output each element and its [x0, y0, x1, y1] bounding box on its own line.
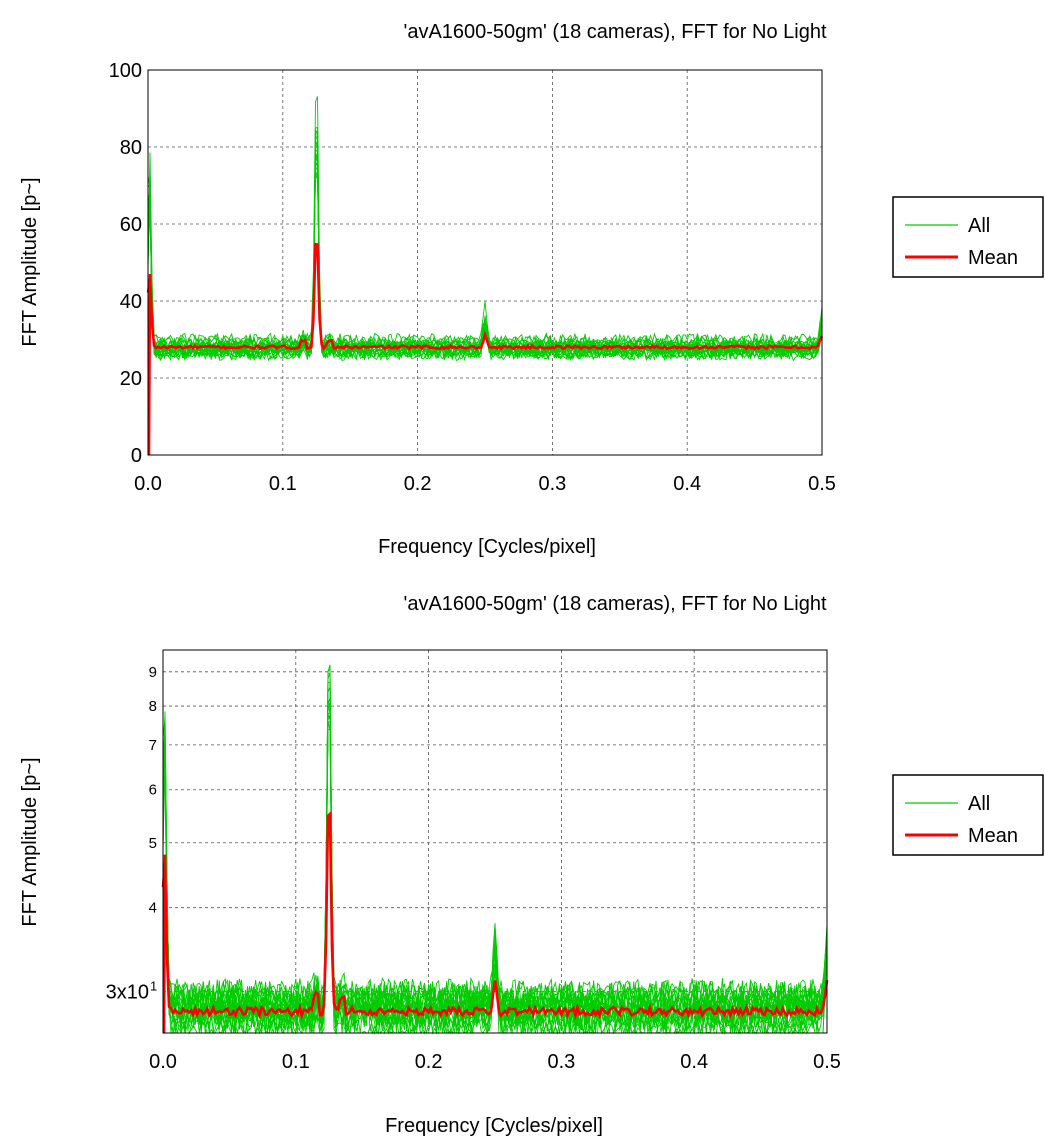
x-tick-label: 0.0 — [149, 1051, 177, 1073]
y-tick-label: 3x10 — [106, 981, 149, 1003]
y-tick-exponent: 1 — [150, 978, 157, 993]
legend: All Mean — [892, 196, 1044, 278]
x-tick-label: 0.2 — [404, 473, 432, 495]
y-tick-label: 8 — [149, 698, 157, 715]
series-all-line — [162, 702, 828, 1029]
x-axis-label: Frequency [Cycles/pixel] — [378, 536, 596, 558]
y-tick-label: 4 — [149, 900, 157, 917]
x-tick-label: 0.5 — [813, 1051, 841, 1073]
y-tick-labels: 0 20 40 60 80 100 — [109, 60, 142, 467]
series-all-line — [162, 714, 828, 1022]
x-tick-label: 0.1 — [282, 1051, 310, 1073]
y-tick-label: 40 — [120, 291, 142, 313]
legend-box — [892, 196, 1044, 278]
series-group — [146, 96, 824, 456]
y-tick-label: 80 — [120, 137, 142, 159]
legend-label-mean: Mean — [968, 247, 1018, 269]
chart-title: 'avA1600-50gm' (18 cameras), FFT for No … — [404, 593, 827, 615]
y-axis-label: FFT Amplitude [p~] — [19, 757, 41, 926]
series-all-line — [162, 668, 828, 1033]
series-all-line — [147, 96, 823, 348]
series-all-line — [162, 721, 828, 1028]
legend-box — [892, 774, 1044, 856]
series-all-line — [162, 672, 828, 1035]
chart-bottom: 'avA1600-50gm' (18 cameras), FFT for No … — [19, 593, 1044, 1137]
series-all-line — [147, 169, 823, 360]
legend-label-all: All — [968, 215, 990, 237]
series-all-line — [162, 686, 828, 1012]
y-tick-label: 7 — [149, 737, 157, 754]
plot-frame — [147, 69, 823, 456]
x-tick-label: 0.0 — [134, 473, 162, 495]
y-tick-label: 20 — [120, 368, 142, 390]
series-mean-line — [146, 242, 824, 352]
y-tick-label: 5 — [149, 835, 157, 852]
series-group — [161, 664, 829, 1035]
legend-label-all: All — [968, 793, 990, 815]
grid-lines — [148, 70, 822, 455]
chart-top: 'avA1600-50gm' (18 cameras), FFT for No … — [19, 21, 1044, 558]
x-tick-labels: 0.0 0.1 0.2 0.3 0.4 0.5 — [149, 1051, 841, 1073]
y-tick-label: 6 — [149, 782, 157, 799]
series-mean-edge — [147, 274, 152, 456]
x-tick-label: 0.5 — [808, 473, 836, 495]
series-mean-line — [161, 810, 829, 1021]
x-tick-label: 0.2 — [415, 1051, 443, 1073]
series-all-line — [147, 174, 823, 355]
x-tick-label: 0.4 — [673, 473, 701, 495]
x-tick-label: 0.4 — [680, 1051, 708, 1073]
chart-title: 'avA1600-50gm' (18 cameras), FFT for No … — [404, 21, 827, 43]
x-tick-labels: 0.0 0.1 0.2 0.3 0.4 0.5 — [134, 473, 836, 495]
plot-frame — [162, 649, 828, 1034]
legend-label-mean: Mean — [968, 825, 1018, 847]
y-tick-labels: 3x10 1 4 5 6 7 8 9 — [106, 664, 158, 1004]
y-tick-label: 60 — [120, 214, 142, 236]
y-tick-label: 0 — [131, 445, 142, 467]
x-tick-label: 0.1 — [269, 473, 297, 495]
legend: All Mean — [892, 774, 1044, 856]
x-axis-label: Frequency [Cycles/pixel] — [385, 1115, 603, 1137]
y-tick-label: 9 — [149, 664, 157, 681]
y-tick-label: 100 — [109, 60, 142, 82]
x-tick-label: 0.3 — [547, 1051, 575, 1073]
y-axis-label: FFT Amplitude [p~] — [19, 177, 41, 346]
x-tick-label: 0.3 — [538, 473, 566, 495]
